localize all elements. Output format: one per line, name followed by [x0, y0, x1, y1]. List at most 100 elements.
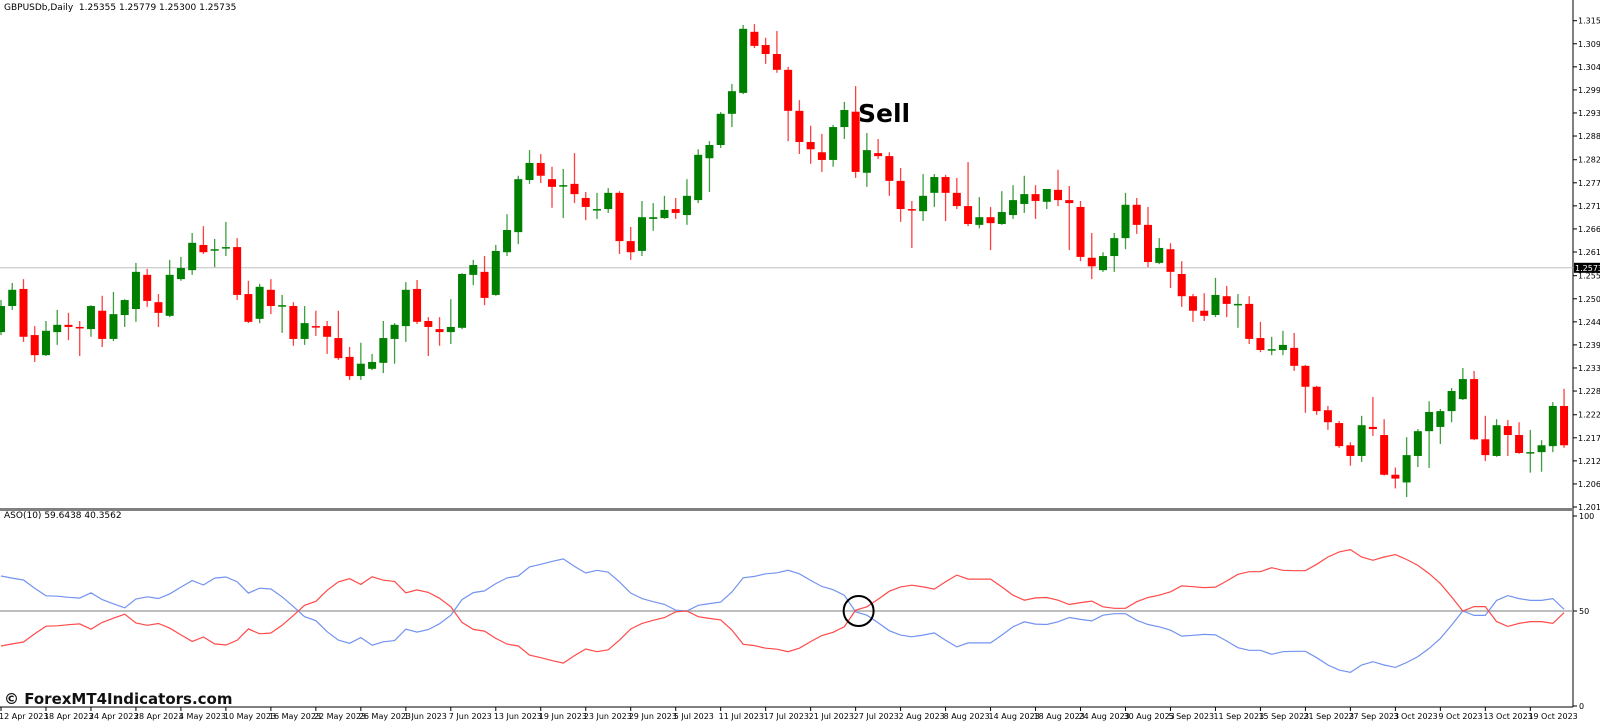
ohlc-readout: 1.25355 1.25779 1.25300 1.25735 — [78, 3, 237, 13]
candle — [705, 141, 714, 192]
candle-body — [694, 154, 703, 201]
candle — [1391, 467, 1400, 489]
candle — [143, 268, 152, 307]
watermark: © ForexMT4Indicators.com — [4, 690, 233, 708]
candle-body — [1301, 365, 1310, 387]
price-tick-label: 1.23390 — [1578, 364, 1600, 373]
candle-body — [1290, 347, 1299, 366]
candle — [176, 256, 185, 281]
candle — [1121, 192, 1130, 250]
candle — [221, 221, 230, 257]
candle-body — [188, 242, 197, 271]
candle — [1177, 261, 1186, 307]
time-tick-label: 28 Apr 2023 — [134, 712, 183, 721]
candle-body — [503, 229, 512, 253]
candle — [784, 66, 793, 142]
time-tick-label: 13 Jun 2023 — [494, 712, 542, 721]
candle-body — [536, 162, 545, 176]
candle-body — [458, 273, 467, 328]
candle — [199, 226, 208, 254]
candle — [1155, 238, 1164, 265]
candle-body — [1211, 294, 1220, 316]
time-tick-label: 21 Jul 2023 — [809, 712, 854, 721]
candle — [1470, 370, 1479, 441]
candle-body — [131, 271, 140, 310]
candle — [120, 299, 129, 327]
candle-body — [1143, 224, 1152, 263]
candle — [671, 197, 680, 219]
candle-body — [986, 217, 995, 224]
candle — [739, 24, 748, 95]
price-tick-label: 1.23930 — [1578, 341, 1600, 350]
candle — [1515, 422, 1524, 454]
candle — [694, 149, 703, 204]
candle — [649, 203, 658, 231]
candle — [131, 262, 140, 322]
time-tick-label: 29 Jun 2023 — [629, 712, 677, 721]
candle — [536, 153, 545, 184]
candle-body — [1413, 431, 1422, 456]
candle-body — [581, 197, 590, 207]
candle-body — [210, 249, 219, 251]
candle — [952, 177, 961, 210]
candle — [289, 302, 298, 346]
indicator-tick-label: 0 — [1579, 702, 1584, 711]
candle-body — [851, 111, 860, 172]
candle-body — [109, 314, 118, 339]
candle-body — [1200, 310, 1209, 316]
candle-body — [514, 179, 523, 233]
price-tick-label: 1.29900 — [1578, 86, 1600, 95]
candle — [1481, 415, 1490, 462]
candle-body — [424, 320, 433, 327]
candle-body — [221, 247, 230, 249]
candle-body — [1515, 435, 1524, 453]
candle-body — [233, 247, 242, 295]
candle-body — [368, 361, 377, 369]
candle-body — [874, 153, 883, 157]
candle — [1368, 397, 1377, 436]
candle-body — [311, 326, 320, 328]
indicator-values: 59.6438 40.3562 — [44, 511, 122, 521]
candle-body — [1357, 425, 1366, 456]
time-tick-label: 5 Sep 2023 — [1168, 712, 1214, 721]
candle — [86, 305, 95, 337]
candle — [1357, 415, 1366, 462]
candle-body — [1368, 426, 1377, 430]
candle-body — [1110, 238, 1119, 257]
candle-body — [300, 323, 309, 339]
candle — [1076, 200, 1085, 262]
price-tick-label: 1.26645 — [1578, 225, 1600, 234]
candle — [165, 259, 174, 318]
candle-body — [199, 244, 208, 253]
candle-body — [570, 183, 579, 195]
candle — [1346, 442, 1355, 466]
candle — [413, 279, 422, 324]
current-price-marker — [1574, 262, 1600, 273]
candle-body — [525, 162, 534, 181]
candle-body — [1009, 200, 1018, 216]
candle-body — [143, 274, 152, 301]
candle-body — [952, 192, 961, 207]
candle-body — [0, 306, 5, 333]
candle — [244, 280, 253, 324]
candle-body — [1492, 425, 1501, 456]
candle — [53, 309, 62, 345]
candle — [503, 214, 512, 257]
candle-body — [1470, 379, 1479, 440]
candle-body — [176, 268, 185, 280]
candle — [1233, 294, 1242, 328]
candle-body — [615, 192, 624, 242]
price-tick-label: 1.30440 — [1578, 63, 1600, 72]
candle-body — [64, 324, 73, 327]
candle — [75, 320, 84, 357]
candle-body — [435, 329, 444, 333]
candle-body — [1076, 206, 1085, 257]
candle-body — [806, 142, 815, 150]
candle-body — [1042, 188, 1051, 202]
candle — [592, 192, 601, 219]
candle-body — [480, 271, 489, 298]
candle — [1211, 277, 1220, 318]
candle-body — [8, 289, 17, 307]
candle — [604, 188, 613, 213]
